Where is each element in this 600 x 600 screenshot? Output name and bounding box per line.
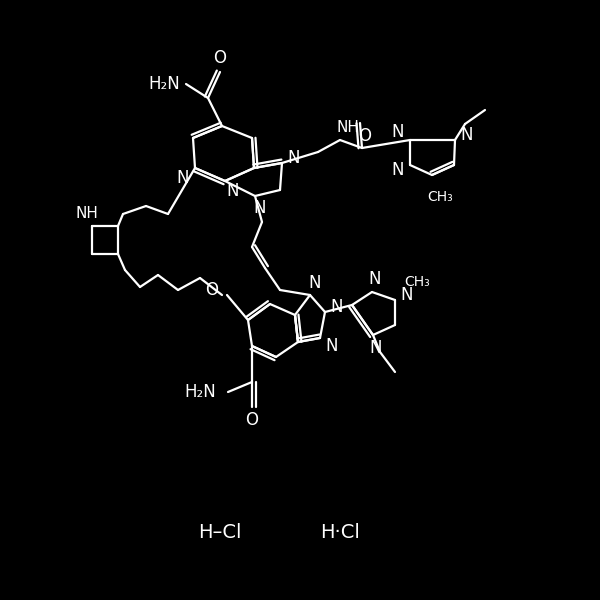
Text: N: N [461,126,473,144]
Text: N: N [309,274,321,292]
Text: H–Cl: H–Cl [198,523,242,541]
Text: H₂N: H₂N [148,75,180,93]
Text: N: N [326,337,338,355]
Text: N: N [177,169,189,187]
Text: H₂N: H₂N [184,383,216,401]
Text: N: N [288,149,300,167]
Text: NH: NH [337,121,359,136]
Text: N: N [331,298,343,316]
Text: N: N [392,123,404,141]
Text: H·Cl: H·Cl [320,523,360,541]
Text: NH: NH [76,206,98,221]
Text: CH₃: CH₃ [427,190,453,204]
Text: N: N [392,161,404,179]
Text: N: N [401,286,413,304]
Text: N: N [370,339,382,357]
Text: CH₃: CH₃ [404,275,430,289]
Text: O: O [214,49,227,67]
Text: N: N [227,182,239,200]
Text: N: N [254,199,266,217]
Text: O: O [359,127,371,145]
Text: N: N [369,270,381,288]
Text: O: O [245,411,259,429]
Text: O: O [205,281,218,299]
